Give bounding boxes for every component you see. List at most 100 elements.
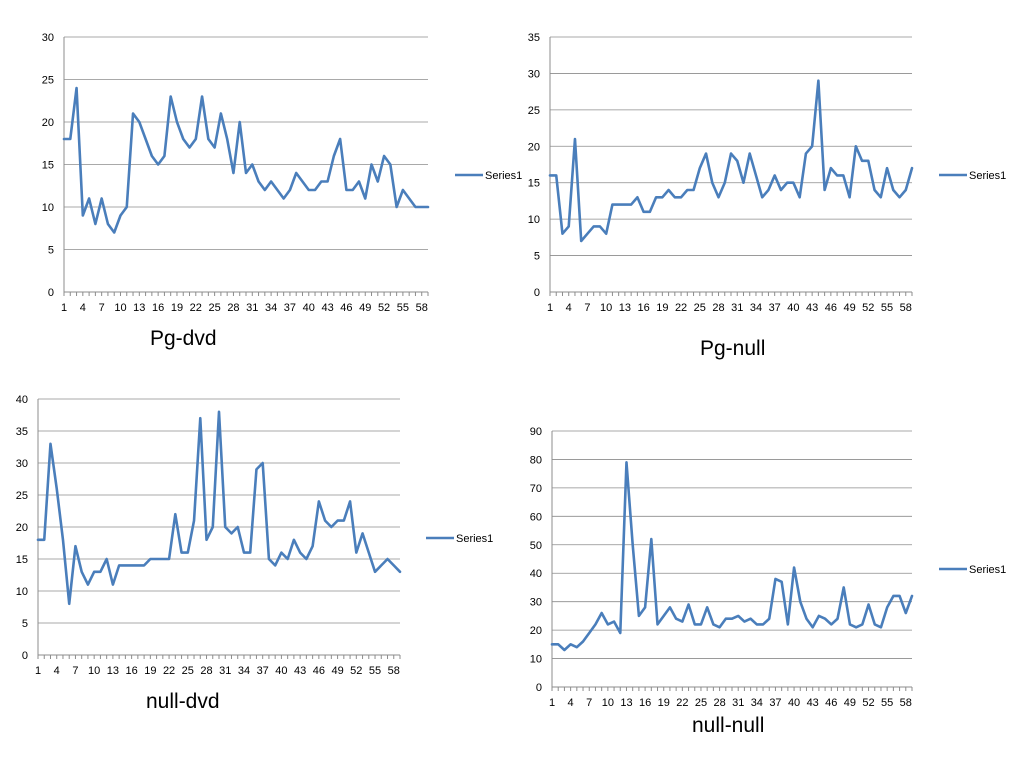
legend-label: Series1 (969, 564, 1006, 576)
x-tick-label: 13 (107, 665, 119, 677)
x-tick-label: 34 (265, 302, 277, 314)
x-tick-label: 28 (200, 665, 212, 677)
x-tick-label: 55 (397, 302, 409, 314)
x-tick-label: 37 (257, 665, 269, 677)
x-tick-label: 19 (171, 302, 183, 314)
x-tick-label: 10 (602, 697, 614, 709)
legend-label: Series1 (969, 170, 1006, 182)
x-tick-label: 40 (303, 302, 315, 314)
x-tick-label: 7 (99, 302, 105, 314)
y-tick-label: 20 (16, 522, 28, 534)
x-tick-label: 16 (152, 302, 164, 314)
x-tick-label: 13 (133, 302, 145, 314)
x-tick-label: 31 (246, 302, 258, 314)
chart-svg: 0 5 10 15 20 25 30 1 4 7 10 13 16 19 22 25 28 31 34 37 40 43 4… (42, 32, 523, 314)
x-tick-label: 31 (219, 665, 231, 677)
y-tick-label: 70 (530, 483, 542, 495)
x-tick-label: 52 (862, 697, 874, 709)
x-tick-label: 22 (190, 302, 202, 314)
y-tick-label: 15 (528, 178, 540, 190)
x-tick-label: 13 (619, 302, 631, 314)
x-tick-label: 58 (900, 302, 912, 314)
x-tick-label: 25 (208, 302, 220, 314)
y-tick-label: 40 (16, 394, 28, 406)
y-tick-label: 90 (530, 426, 542, 438)
x-tick-label: 31 (732, 697, 744, 709)
y-tick-label: 25 (16, 490, 28, 502)
series-line (550, 460, 914, 652)
x-tick-label: 16 (125, 665, 137, 677)
x-tick-label: 52 (378, 302, 390, 314)
x-tick-label: 31 (731, 302, 743, 314)
series-line (62, 86, 430, 234)
x-tick-label: 4 (566, 302, 572, 314)
chart-svg: 0 5 10 15 20 25 30 35 40 1 4 7 10 13 16 19 22 25 28 31 34 37 4… (16, 394, 494, 677)
x-tick-label: 58 (900, 697, 912, 709)
x-tick-label: 25 (695, 697, 707, 709)
x-tick-label: 43 (806, 302, 818, 314)
y-tick-label: 10 (16, 586, 28, 598)
x-tick-label: 55 (369, 665, 381, 677)
x-tick-label: 46 (313, 665, 325, 677)
x-tick-label: 49 (844, 697, 856, 709)
chart-null-null: 0 10 20 30 40 50 60 70 80 90 1 4 7 10 13 16 19 22 25 28 31 34… (512, 384, 1024, 768)
x-tick-label: 1 (61, 302, 67, 314)
x-tick-label: 16 (639, 697, 651, 709)
y-tick-label: 0 (48, 287, 54, 299)
chart-pg-null: 0 5 10 15 20 25 30 35 1 4 7 10 13 16 19 22 25 28 31 34 37 40 4… (512, 0, 1024, 384)
x-tick-label: 10 (88, 665, 100, 677)
x-tick-label: 34 (750, 302, 762, 314)
x-tick-label: 34 (238, 665, 250, 677)
x-tick-label: 7 (586, 697, 592, 709)
x-tick-label: 46 (825, 302, 837, 314)
x-tick-label: 4 (54, 665, 60, 677)
y-tick-label: 10 (42, 202, 54, 214)
y-tick-label: 25 (528, 105, 540, 117)
y-tick-label: 30 (530, 597, 542, 609)
legend-label: Series1 (456, 533, 493, 545)
y-tick-label: 50 (530, 540, 542, 552)
x-tick-label: 13 (620, 697, 632, 709)
x-tick-label: 4 (568, 697, 574, 709)
x-tick-label: 1 (549, 697, 555, 709)
x-tick-label: 55 (881, 697, 893, 709)
y-tick-label: 60 (530, 511, 542, 523)
x-tick-label: 46 (825, 697, 837, 709)
x-tick-label: 10 (600, 302, 612, 314)
x-tick-label: 37 (284, 302, 296, 314)
x-tick-label: 43 (321, 302, 333, 314)
x-tick-label: 28 (712, 302, 724, 314)
x-tick-label: 55 (881, 302, 893, 314)
x-tick-label: 7 (584, 302, 590, 314)
legend-label: Series1 (485, 170, 522, 182)
y-tick-label: 15 (16, 554, 28, 566)
x-tick-label: 10 (114, 302, 126, 314)
chart-svg: 0 10 20 30 40 50 60 70 80 90 1 4 7 10 13 16 19 22 25 28 31 34… (530, 426, 1007, 709)
x-tick-label: 43 (807, 697, 819, 709)
x-tick-label: 19 (656, 302, 668, 314)
x-tick-label: 40 (788, 697, 800, 709)
chart-caption: Pg-dvd (150, 327, 217, 350)
y-tick-label: 0 (22, 650, 28, 662)
y-tick-label: 0 (536, 682, 542, 694)
x-tick-label: 49 (331, 665, 343, 677)
y-tick-label: 20 (528, 141, 540, 153)
x-tick-label: 25 (182, 665, 194, 677)
chart-svg: 0 5 10 15 20 25 30 35 1 4 7 10 13 16 19 22 25 28 31 34 37 40 4… (528, 32, 1007, 314)
x-tick-label: 1 (35, 665, 41, 677)
x-tick-label: 22 (163, 665, 175, 677)
x-tick-label: 52 (350, 665, 362, 677)
y-tick-label: 35 (528, 32, 540, 44)
x-tick-label: 49 (843, 302, 855, 314)
x-tick-label: 28 (713, 697, 725, 709)
y-tick-label: 10 (530, 654, 542, 666)
x-tick-label: 16 (637, 302, 649, 314)
x-tick-label: 58 (388, 665, 400, 677)
y-tick-label: 80 (530, 454, 542, 466)
chart-caption: Pg-null (700, 337, 766, 360)
x-tick-label: 1 (547, 302, 553, 314)
x-tick-label: 28 (227, 302, 239, 314)
x-tick-label: 46 (340, 302, 352, 314)
y-tick-label: 25 (42, 75, 54, 87)
y-tick-label: 5 (22, 618, 28, 630)
